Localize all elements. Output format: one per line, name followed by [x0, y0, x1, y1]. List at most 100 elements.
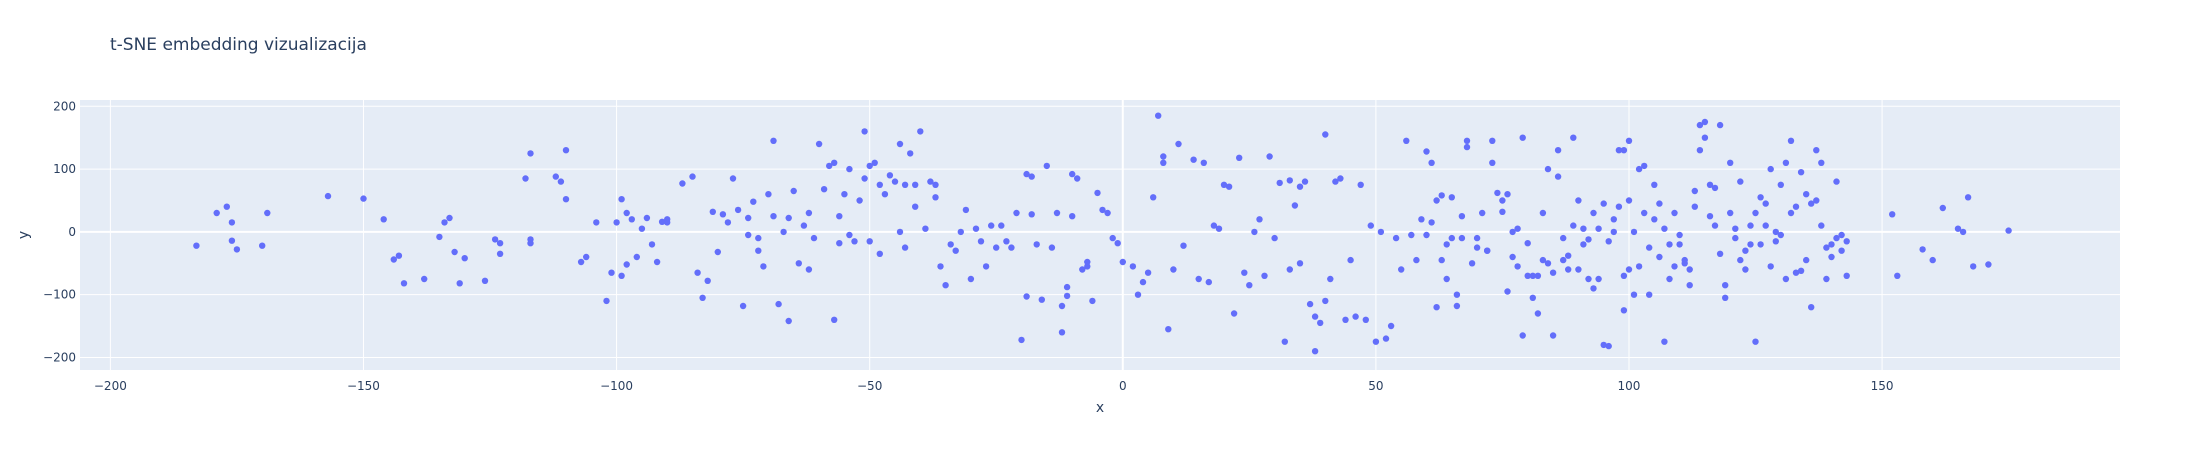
scatter-point [1200, 159, 1208, 166]
scatter-point [1509, 228, 1516, 236]
scatter-point [1954, 225, 1962, 232]
scatter-point [1286, 266, 1294, 273]
scatter-point [481, 277, 489, 284]
scatter-point [1803, 191, 1810, 198]
scatter-point [1696, 121, 1704, 129]
scatter-point [527, 150, 534, 157]
scatter-point [1575, 266, 1582, 273]
scatter-point [421, 275, 428, 283]
scatter-point [1671, 263, 1678, 270]
scatter-point [1428, 159, 1435, 166]
scatter-point [1929, 256, 1936, 264]
scatter-point [998, 222, 1005, 229]
scatter-point [1311, 348, 1319, 355]
scatter-point [562, 196, 570, 203]
scatter-point [836, 213, 843, 220]
x-tick-label: 0 [1119, 379, 1127, 393]
scatter-point [1372, 338, 1380, 345]
scatter-point [1762, 222, 1769, 229]
x-tick-label: 100 [1618, 379, 1641, 393]
scatter-point [952, 247, 959, 254]
scatter-point [1352, 313, 1359, 320]
scatter-point [360, 195, 367, 202]
scatter-point [1681, 256, 1688, 264]
scatter-point [1119, 258, 1127, 266]
scatter-point [577, 258, 585, 266]
scatter-point [1691, 187, 1699, 195]
scatter-point [739, 302, 747, 310]
scatter-point [1048, 244, 1056, 251]
scatter-point [982, 263, 990, 270]
scatter-point [1691, 203, 1699, 210]
scatter-point [1610, 216, 1618, 223]
scatter-point [1544, 165, 1552, 173]
scatter-point [1144, 269, 1152, 276]
scatter-point [1074, 175, 1081, 182]
scatter-point [1504, 288, 1511, 295]
scatter-point [1762, 200, 1769, 207]
scatter-point [1615, 203, 1623, 210]
scatter-point [1190, 156, 1197, 163]
scatter-point [1534, 310, 1542, 317]
scatter-point [881, 191, 889, 198]
scatter-point [901, 244, 909, 251]
scatter-point [896, 228, 904, 236]
scatter-point [1403, 137, 1410, 144]
scatter-point [1089, 297, 1096, 305]
scatter-point [755, 247, 762, 254]
scatter-point [1266, 153, 1273, 160]
scatter-point [395, 252, 403, 259]
scatter-point [820, 186, 828, 193]
scatter-point [1833, 178, 1840, 185]
scatter-point [664, 219, 671, 226]
scatter-point [1661, 338, 1668, 345]
scatter-point [491, 236, 499, 243]
scatter-point [1291, 202, 1299, 209]
scatter-point [1646, 291, 1653, 298]
scatter-point [724, 219, 732, 226]
scatter-point [1549, 269, 1557, 276]
scatter-point [1782, 275, 1790, 283]
scatter-point [1732, 225, 1739, 232]
scatter-point [1438, 192, 1445, 199]
scatter-point [1539, 256, 1547, 264]
scatter-point [1499, 208, 1506, 215]
scatter-point [1418, 216, 1425, 223]
scatter-point [1205, 278, 1213, 286]
scatter-point [1008, 244, 1015, 251]
scatter-point [1286, 177, 1294, 184]
scatter-point [583, 253, 590, 261]
grid-lines [80, 100, 2120, 370]
scatter-point [1433, 304, 1440, 311]
scatter-point [1463, 143, 1471, 151]
scatter-point [1463, 137, 1471, 144]
scatter-point [1448, 194, 1456, 201]
scatter-point [1671, 209, 1678, 217]
scatter-point [1630, 291, 1638, 298]
scatter-point [1524, 272, 1531, 279]
scatter-point [1838, 231, 1845, 239]
scatter-point [942, 282, 949, 289]
scatter-point [1646, 244, 1653, 251]
scatter-point [1170, 266, 1177, 273]
y-tick-label: −200 [43, 350, 76, 364]
scatter-point [1241, 269, 1248, 276]
scatter-point [1808, 304, 1815, 311]
scatter-point [876, 181, 883, 188]
scatter-point [1367, 222, 1375, 229]
scatter-point [390, 256, 397, 263]
scatter-point [770, 213, 777, 220]
scatter-point [1332, 178, 1339, 185]
scatter-point [228, 219, 236, 226]
scatter-point [2005, 227, 2012, 234]
plot-area [80, 100, 2120, 370]
scatter-point [755, 234, 762, 242]
scatter-point [1301, 178, 1309, 185]
scatter-point [866, 162, 873, 170]
scatter-point [1701, 134, 1709, 141]
scatter-point [1590, 285, 1597, 292]
scatter-point [734, 206, 742, 214]
scatter-point [1448, 234, 1456, 242]
scatter-point [871, 159, 878, 166]
scatter-point [876, 250, 883, 257]
